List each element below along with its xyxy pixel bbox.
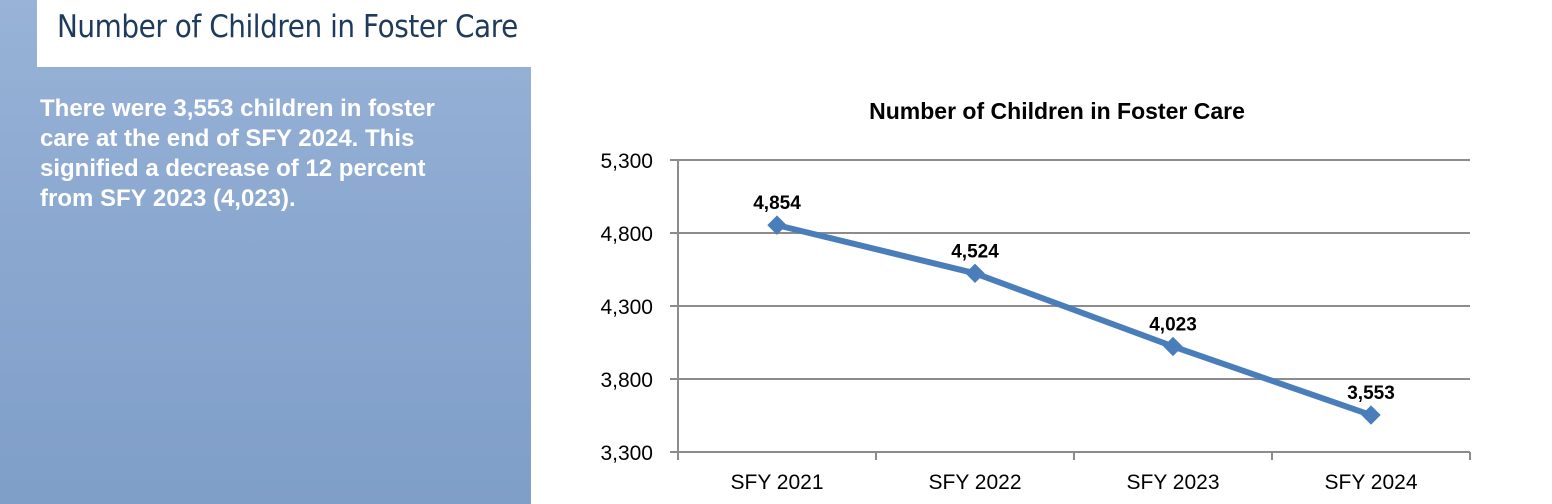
y-tick-label: 4,300 [600,296,653,319]
x-tick-label: SFY 2023 [1126,471,1219,494]
data-point-marker [965,263,985,284]
axes: 3,300 3,800 4,300 4,800 5,300 SFY 2021 SFY 202… [600,150,1471,494]
y-tick-label: 4,800 [600,223,653,246]
title-tab [37,0,660,67]
data-point-marker [1163,336,1183,357]
line-chart: Number of Children in Foster Care 3,3003… [600,98,1471,494]
data-label: 4,854 [753,193,801,214]
x-tick-label: SFY 2022 [928,471,1021,494]
y-tick-label: 3,800 [600,369,653,392]
summary-panel [0,0,531,504]
y-tick-label: 5,300 [600,150,653,173]
data-point-marker [1361,405,1381,425]
data-point-marker [767,215,787,235]
y-tick-label: 3,300 [600,442,653,465]
data-label: 4,023 [1149,314,1197,335]
series-line [774,222,1374,419]
chart-title: Number of Children in Foster Care [869,98,1245,124]
summary-text: There were 3,553 children in foster care… [40,95,435,212]
series: 4,854 4,524 4,023 3,553 [753,193,1395,425]
x-tick-label: SFY 2024 [1324,471,1417,494]
page-title: Number of Children in Foster Care [57,9,518,45]
data-label: 4,524 [951,241,999,262]
x-tick-label: SFY 2021 [730,471,823,494]
data-label: 3,553 [1347,383,1395,404]
